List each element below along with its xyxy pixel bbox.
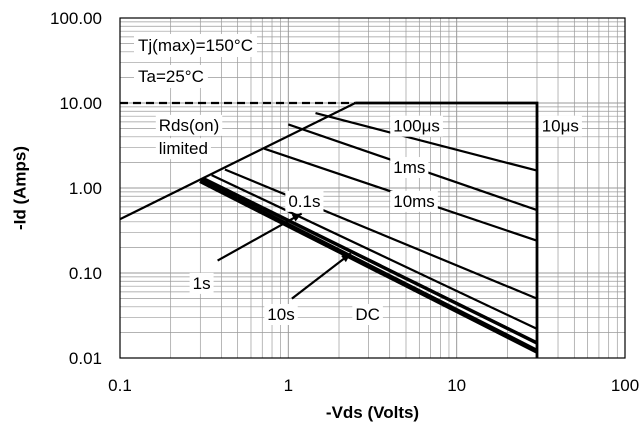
arrow-1s: [217, 212, 303, 262]
annotation-label: 1ms: [393, 158, 425, 177]
annotation-label: 10μs: [542, 117, 579, 136]
annotation-background: [352, 303, 383, 325]
y-axis-label: -Id (Amps): [11, 146, 30, 230]
annotation-label: DC: [355, 305, 380, 324]
x-tick-label: 0.1: [108, 376, 132, 395]
x-tick-label: 100: [611, 376, 639, 395]
annotation-background: [264, 303, 298, 325]
plot-frame: [119, 17, 626, 359]
annotation-label: 100μs: [393, 117, 440, 136]
y-tick-label: 1.00: [69, 179, 102, 198]
series-dc: [199, 178, 539, 354]
y-tick-label: 0.01: [69, 349, 102, 368]
condition-ta: Ta=25°C: [138, 67, 204, 86]
arrow-1s-head: [291, 213, 302, 222]
annotation-label: 10ms: [393, 192, 435, 211]
annotation-background: [538, 115, 582, 137]
arrow-10s-head: [341, 253, 351, 263]
annotation-background: [285, 190, 324, 212]
x-axis-label: -Vds (Volts): [326, 403, 419, 422]
tick-labels: 0.1 1 10 100 100.00 10.00 1.00 0.10 0.01: [50, 9, 639, 395]
annotation-background: [155, 138, 211, 160]
series-10s: [201, 176, 538, 345]
annotation-label: limited: [159, 139, 208, 158]
condition-tjmax: Tj(max)=150°C: [138, 36, 253, 55]
series-rds-on-limited: [119, 102, 356, 221]
annotation-background: [155, 114, 223, 136]
series-1s: [211, 174, 538, 330]
series-lines: [119, 101, 539, 358]
y-tick-label: 10.00: [59, 94, 102, 113]
annotation-background: [390, 115, 443, 137]
annotation-label: 10s: [267, 305, 294, 324]
arrow-10s: [291, 252, 352, 300]
annotation-label: Rds(on): [159, 116, 219, 135]
y-tick-label: 0.10: [69, 264, 102, 283]
annotation-background: [390, 190, 438, 212]
series-0-1s: [224, 168, 538, 300]
annotation-background: [390, 157, 429, 179]
annotation-label: 0.1s: [288, 192, 320, 211]
y-tick-label: 100.00: [50, 9, 102, 28]
condition-background: [134, 34, 257, 57]
series-100μs: [315, 112, 538, 172]
annotation-background: [189, 272, 214, 294]
grid: [120, 18, 625, 358]
annotation-label: 1s: [193, 274, 211, 293]
annotations: Rds(on) limited 100μs 10μs 1ms 0.1s 10ms 1s 10s D…: [155, 114, 582, 325]
x-tick-label: 10: [447, 376, 466, 395]
condition-background: [134, 65, 208, 88]
series-10μs: [355, 101, 539, 358]
x-tick-label: 1: [284, 376, 293, 395]
